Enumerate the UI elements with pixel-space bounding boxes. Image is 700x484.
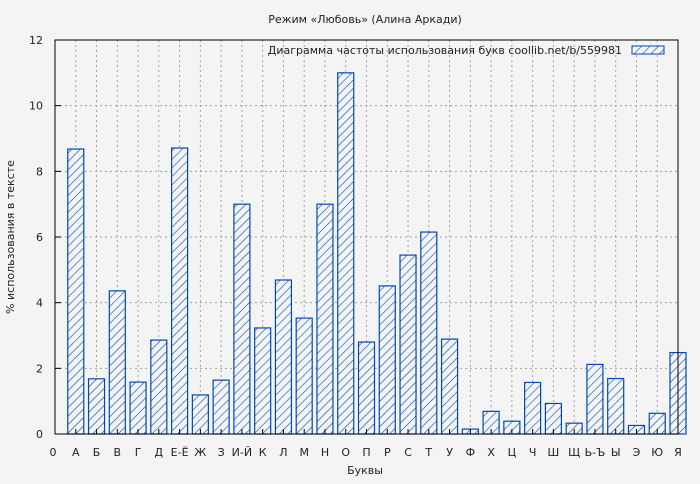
x-tick-label: Ю <box>651 446 663 459</box>
x-tick-label: М <box>299 446 309 459</box>
y-tick-label: 2 <box>36 362 43 375</box>
x-tick-label: А <box>72 446 80 459</box>
legend: Диаграмма частоты использования букв coo… <box>268 44 665 57</box>
x-tick-label: Х <box>487 446 495 459</box>
bar-У <box>440 338 459 435</box>
bar-Ч <box>524 381 542 435</box>
x-tick-label: Ц <box>508 446 517 459</box>
bar-Н <box>316 203 334 435</box>
x-tick-label: Н <box>321 446 329 459</box>
x-tick-label: Щ <box>568 446 580 459</box>
x-tick-label: Т <box>424 446 432 459</box>
x-tick-label: 0 <box>50 446 57 459</box>
y-axis-label: % использования в тексте <box>4 160 17 314</box>
x-tick-label: П <box>362 446 370 459</box>
bar-Р <box>378 285 396 435</box>
bar-Ы <box>607 377 625 435</box>
y-tick-label: 6 <box>36 231 43 244</box>
x-tick-label: Ь-Ъ <box>585 446 606 459</box>
x-tick-label: У <box>446 446 453 459</box>
y-tick-label: 0 <box>36 428 43 441</box>
x-tick-label: Я <box>674 446 682 459</box>
x-tick-label: В <box>114 446 122 459</box>
bar-К <box>254 327 272 435</box>
bar-Ж <box>191 394 209 435</box>
legend-label: Диаграмма частоты использования букв coo… <box>268 44 622 57</box>
x-axis-label: Буквы <box>347 464 383 477</box>
x-tick-label: Э <box>633 446 641 459</box>
x-tick-label: Е-Ё <box>171 446 189 459</box>
x-tick-label: О <box>341 446 350 459</box>
x-tick-label: Г <box>135 446 142 459</box>
bar-Т <box>420 231 438 435</box>
bar-Л <box>274 279 293 435</box>
y-tick-label: 8 <box>36 165 43 178</box>
bar-С <box>399 254 417 435</box>
y-tick-label: 4 <box>36 297 43 310</box>
bar-Ь-Ъ <box>586 363 604 435</box>
bar-Е-Ё <box>171 147 189 435</box>
x-tick-label: И-Й <box>232 446 252 459</box>
bar-З <box>212 379 230 435</box>
bars <box>67 72 687 435</box>
bar-Г <box>129 381 147 435</box>
x-tick-label: С <box>404 446 412 459</box>
x-tick-label: Ж <box>194 446 206 459</box>
bar-М <box>295 317 313 435</box>
x-tick-label: Ш <box>548 446 560 459</box>
x-tick-label: Б <box>93 446 101 459</box>
x-ticks: 0 А Б В Г Д Е-Ё Ж З И-Й К Л М Н О П Р С Т У Ф Х Ц Ч Ш Щ Ь-Ъ Ы Э Ю Я <box>50 429 682 459</box>
y-tick-label: 10 <box>29 100 43 113</box>
x-tick-label: Ы <box>611 446 621 459</box>
bar-Д <box>150 339 168 435</box>
x-tick-label: Р <box>384 446 391 459</box>
bar-А <box>67 148 85 435</box>
bar-П <box>357 341 376 435</box>
x-tick-label: К <box>259 446 267 459</box>
x-tick-label: З <box>218 446 225 459</box>
x-tick-label: Ф <box>466 446 475 459</box>
x-tick-label: Ч <box>529 446 537 459</box>
chart-title: Режим «Любовь» (Алина Аркади) <box>268 13 462 26</box>
bar-Б <box>87 378 106 435</box>
bar-О <box>337 72 355 435</box>
bar-И-Й <box>233 203 251 435</box>
y-tick-label: 12 <box>29 34 43 47</box>
x-tick-label: Л <box>279 446 287 459</box>
x-tick-label: Д <box>155 446 164 459</box>
bar-В <box>108 290 126 435</box>
legend-swatch <box>631 45 665 55</box>
y-ticks: 0 2 4 6 8 10 12 <box>29 34 61 441</box>
